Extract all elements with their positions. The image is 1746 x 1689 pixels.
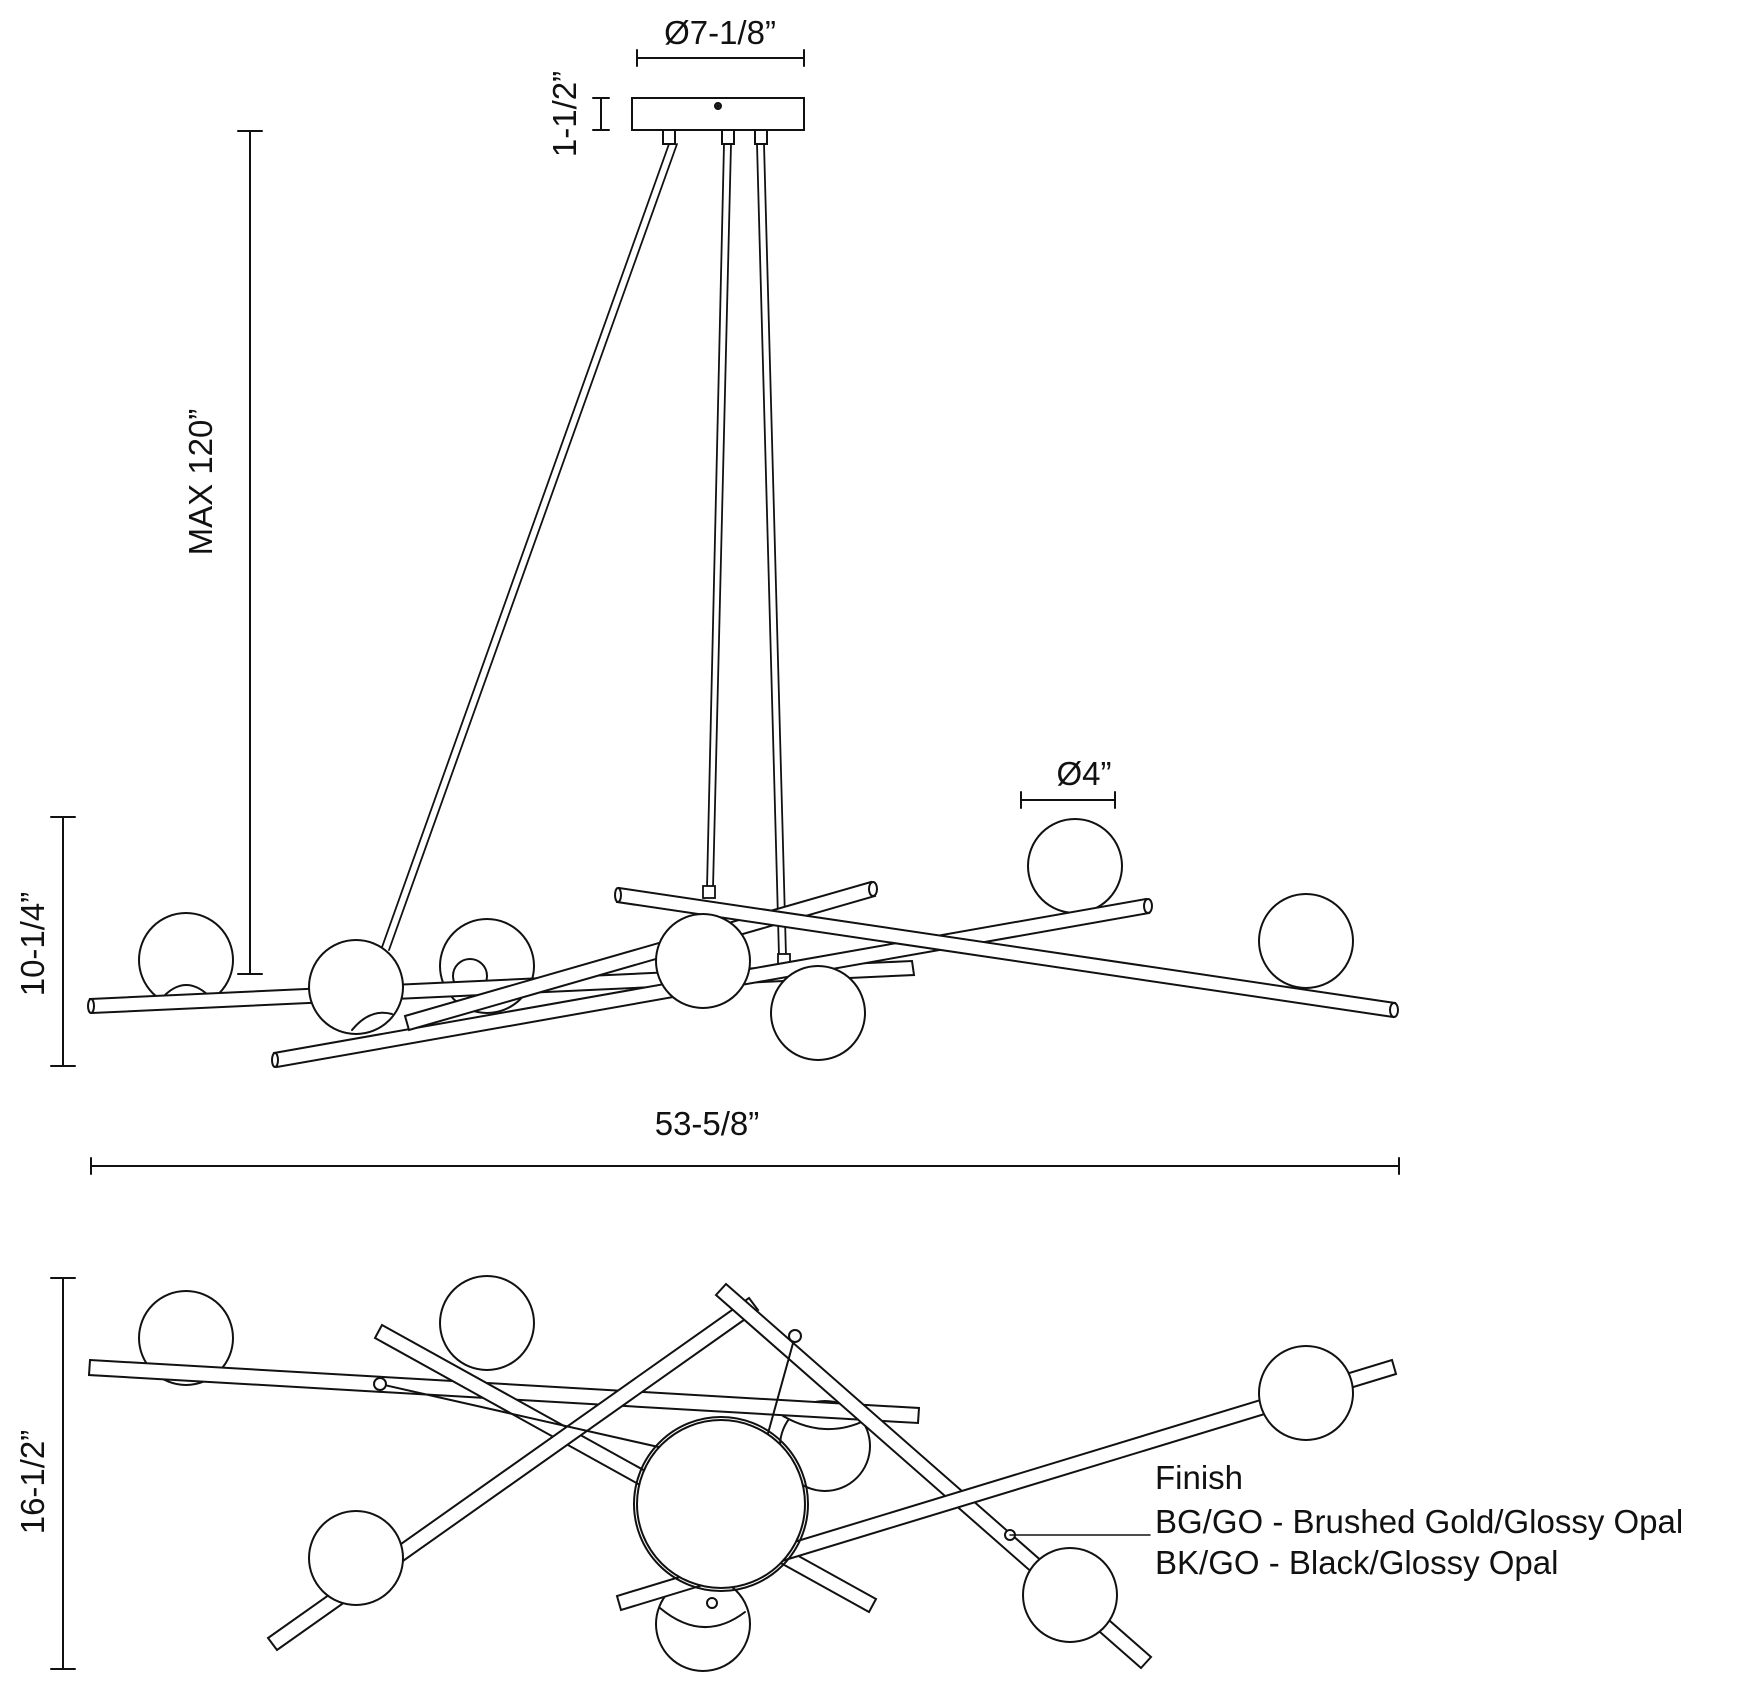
overall-width-dimension [90, 1157, 1400, 1175]
canopy-diameter-dimension [636, 49, 805, 67]
canopy-diameter-label: Ø7-1/8” [664, 14, 776, 51]
finish-option-bk-go: BK/GO - Black/Glossy Opal [1155, 1544, 1558, 1581]
max-height-label: MAX 120” [182, 409, 219, 556]
dimension-labels: Ø7-1/8” 1-1/2” MAX 120” 10-1/4” Ø4” 53-5… [14, 14, 1112, 1534]
fixture-height-dimension [50, 816, 76, 1067]
globes-back [138, 818, 1354, 1014]
canopy-height-dimension [592, 97, 610, 131]
overall-depth-label: 16-1/2” [14, 1430, 51, 1535]
suspension-cables [380, 143, 791, 967]
finish-option-bg-go: BG/GO - Brushed Gold/Glossy Opal [1155, 1503, 1683, 1540]
finish-block: Finish BG/GO - Brushed Gold/Glossy Opal … [1155, 1459, 1683, 1581]
plan-view [50, 1275, 1398, 1672]
globe-diameter-dimension [1020, 791, 1116, 809]
overall-width-label: 53-5/8” [655, 1105, 760, 1142]
finish-title: Finish [1155, 1459, 1243, 1496]
overall-depth-dimension [50, 1277, 76, 1670]
max-height-dimension [237, 130, 263, 975]
canopy-height-label: 1-1/2” [546, 71, 583, 157]
plan-globes-front [308, 1345, 1354, 1643]
globes-front [308, 913, 866, 1061]
globe-diameter-label: Ø4” [1056, 755, 1111, 792]
canopy [631, 97, 805, 145]
elevation-view [50, 49, 1400, 1175]
fixture-height-label: 10-1/4” [14, 892, 51, 997]
